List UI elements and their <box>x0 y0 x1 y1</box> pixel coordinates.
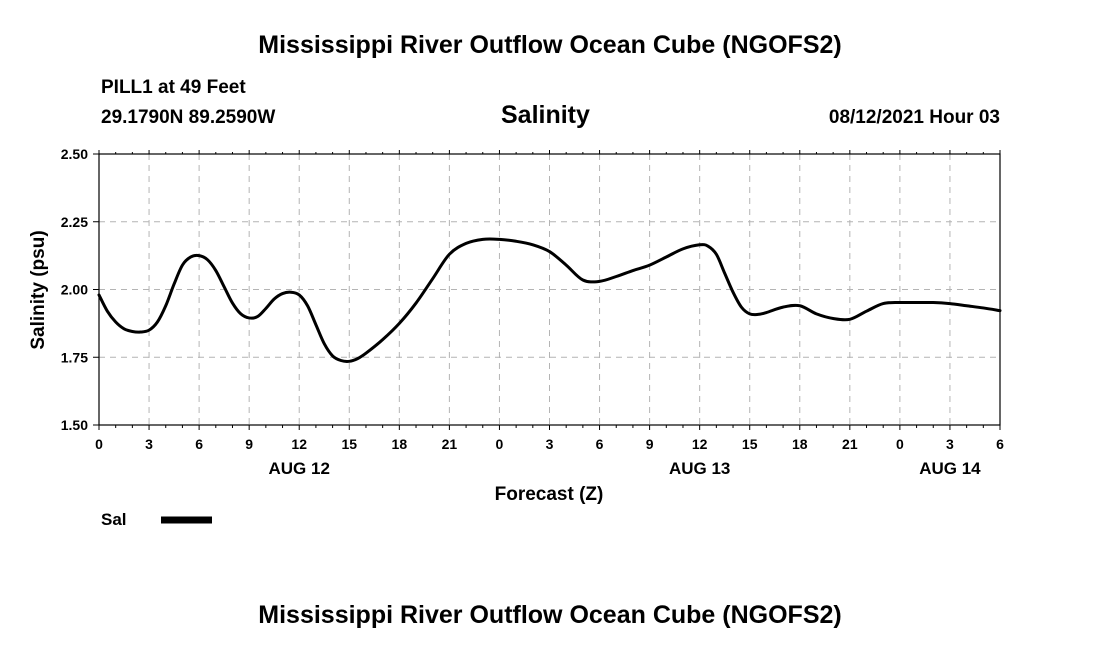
legend-label: Sal <box>101 510 127 529</box>
x-tick-label: 12 <box>291 436 307 452</box>
station-coordinates: 29.1790N 89.2590W <box>101 107 276 128</box>
x-tick-label: 15 <box>341 436 357 452</box>
y-tick-label: 1.75 <box>61 349 88 365</box>
y-tick-label: 1.50 <box>61 417 88 433</box>
grid-lines <box>99 154 1000 425</box>
x-axis-title: Forecast (Z) <box>495 484 604 505</box>
x-tick-label: 6 <box>996 436 1004 452</box>
y-tick-label: 2.25 <box>61 214 88 230</box>
x-tick-label: 9 <box>646 436 654 452</box>
x-tick-label: 6 <box>195 436 203 452</box>
x-tick-label: 12 <box>692 436 708 452</box>
station-label: PILL1 at 49 Feet <box>101 77 246 98</box>
x-tick-label: 3 <box>546 436 554 452</box>
x-tick-label: 6 <box>596 436 604 452</box>
x-tick-label: 21 <box>442 436 458 452</box>
x-tick-label: 9 <box>245 436 253 452</box>
x-tick-label: 18 <box>392 436 408 452</box>
salinity-series-line <box>97 237 1002 363</box>
chart-footer-title: Mississippi River Outflow Ocean Cube (NG… <box>258 601 842 629</box>
x-tick-label: 0 <box>896 436 904 452</box>
chart-subtitle: Salinity <box>501 101 590 129</box>
x-tick-label: 3 <box>145 436 153 452</box>
chart-main-title: Mississippi River Outflow Ocean Cube (NG… <box>258 31 842 59</box>
axis-ticks <box>93 150 1001 430</box>
x-tick-label: 15 <box>742 436 758 452</box>
x-tick-label: 0 <box>496 436 504 452</box>
forecast-datetime: 08/12/2021 Hour 03 <box>828 107 1000 128</box>
date-label: AUG 14 <box>919 459 981 478</box>
x-tick-label: 18 <box>792 436 808 452</box>
x-tick-label: 3 <box>946 436 954 452</box>
date-label: AUG 12 <box>269 459 330 478</box>
y-tick-label: 2.00 <box>61 282 88 298</box>
y-tick-label: 2.50 <box>61 146 88 162</box>
date-label: AUG 13 <box>669 459 730 478</box>
tick-labels: 0 3 6 9 12 15 18 21 0 3 6 9 12 15 18 21 0 3 6 1.50 1.75 2.00 2… <box>61 146 1004 452</box>
date-labels: AUG 12 AUG 13 AUG 14 <box>269 459 982 478</box>
x-tick-label: 21 <box>842 436 858 452</box>
x-tick-label: 0 <box>95 436 103 452</box>
y-axis-title: Salinity (psu) <box>28 230 49 349</box>
